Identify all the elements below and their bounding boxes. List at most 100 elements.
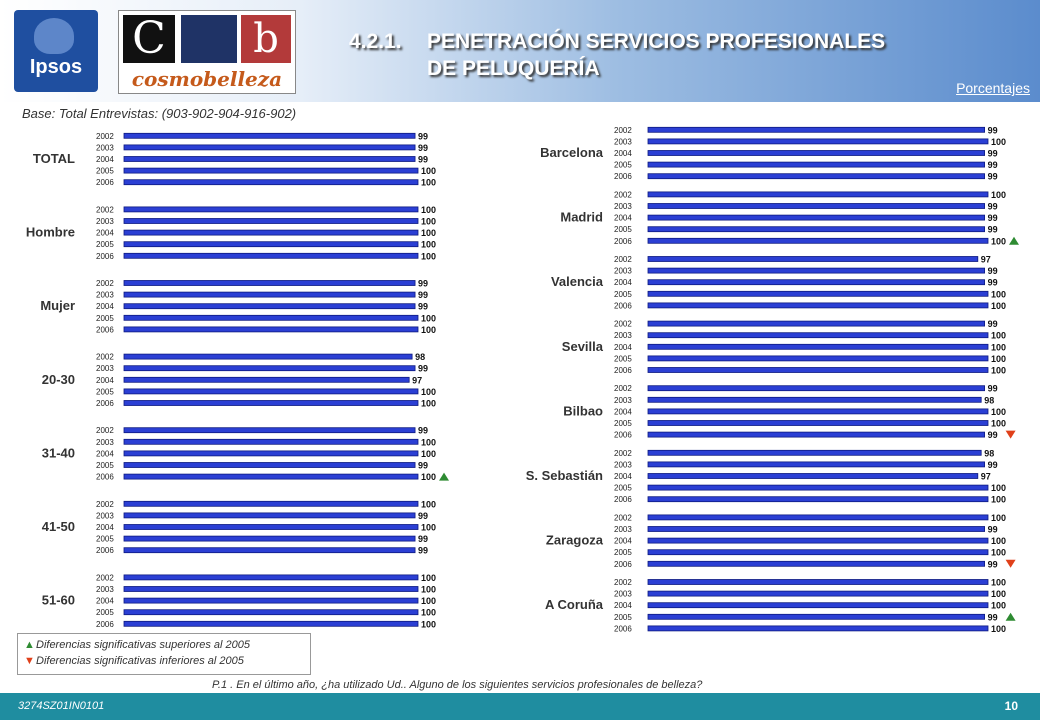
header-band: Ipsos C b cosmobelleza 4.2.1. PENETRACIÓN… <box>0 0 1040 102</box>
data-label: 97 <box>412 375 422 385</box>
year-label: 2004 <box>96 376 114 385</box>
bar <box>123 524 419 530</box>
year-label: 2005 <box>614 290 632 299</box>
legend-up-row: ▲Diferencias significativas superiores a… <box>24 639 250 651</box>
year-label: 2003 <box>96 585 114 594</box>
year-label: 2005 <box>96 240 114 249</box>
bar <box>123 280 416 286</box>
bar <box>647 203 986 209</box>
data-label: 100 <box>991 342 1006 352</box>
bar <box>123 241 419 248</box>
data-label: 99 <box>988 460 998 470</box>
data-label: 100 <box>421 217 436 227</box>
year-label: 2006 <box>96 178 114 187</box>
year-label: 2003 <box>96 438 114 447</box>
data-label: 99 <box>988 266 998 276</box>
logo-word: cosmobelleza <box>131 67 283 91</box>
bar <box>647 420 989 426</box>
bar <box>647 161 986 168</box>
year-label: 2004 <box>96 229 114 238</box>
year-label: 2006 <box>614 366 632 375</box>
data-label: 98 <box>984 395 994 405</box>
data-label: 100 <box>991 301 1006 311</box>
year-label: 2002 <box>614 449 632 458</box>
bar <box>647 226 986 233</box>
data-label: 99 <box>988 202 998 212</box>
data-label: 100 <box>991 331 1006 341</box>
year-label: 2004 <box>96 302 114 311</box>
bar <box>123 547 416 554</box>
data-label: 99 <box>418 302 428 312</box>
data-label: 99 <box>418 279 428 289</box>
bar <box>123 303 416 310</box>
bar <box>123 314 419 321</box>
bar <box>123 450 419 457</box>
bar <box>123 206 419 213</box>
bar <box>123 132 416 139</box>
data-label: 99 <box>418 461 428 471</box>
data-label: 99 <box>988 149 998 159</box>
page-title: 4.2.1. PENETRACIÓN SERVICIOS PROFESIONALE… <box>349 28 885 82</box>
year-label: 2002 <box>96 573 114 582</box>
data-label: 100 <box>991 589 1006 599</box>
bar <box>123 535 416 542</box>
bar <box>647 191 989 198</box>
data-label: 99 <box>988 559 998 569</box>
bar <box>647 126 986 133</box>
year-label: 2005 <box>614 548 632 557</box>
triangle-up-icon <box>1009 236 1019 245</box>
data-label: 100 <box>421 387 436 397</box>
data-label: 100 <box>421 251 436 261</box>
legend-down-row: ▼Diferencias significativas inferiores a… <box>24 655 244 667</box>
data-label: 100 <box>421 585 436 595</box>
data-label: 100 <box>421 166 436 176</box>
data-label: 99 <box>418 511 428 521</box>
bar <box>647 173 986 180</box>
year-label: 2003 <box>96 291 114 300</box>
year-label: 2004 <box>614 407 632 416</box>
year-label: 2002 <box>614 255 632 264</box>
units-label: Porcentajes <box>956 80 1030 96</box>
year-label: 2004 <box>96 449 114 458</box>
ipsos-face-icon <box>34 18 74 54</box>
bar <box>647 355 989 362</box>
bar <box>123 376 410 383</box>
year-label: 2003 <box>614 590 632 599</box>
bar <box>647 150 986 156</box>
data-label: 99 <box>988 525 998 535</box>
bar <box>647 590 989 597</box>
bar <box>647 343 989 350</box>
data-label: 100 <box>421 608 436 618</box>
year-label: 2002 <box>96 132 114 141</box>
bar <box>647 279 986 286</box>
footer-bar: 3274SZ01IN0101 10 <box>0 693 1040 720</box>
year-label: 2005 <box>96 314 114 323</box>
bar <box>123 229 419 236</box>
bar <box>647 385 986 392</box>
data-label: 97 <box>981 472 991 482</box>
year-label: 2003 <box>96 511 114 520</box>
bar <box>123 218 419 224</box>
year-label: 2004 <box>614 278 632 287</box>
year-label: 2005 <box>96 608 114 617</box>
year-label: 2005 <box>96 167 114 176</box>
page-number: 10 <box>1004 699 1018 713</box>
bar <box>647 496 989 503</box>
bar <box>647 408 989 415</box>
year-label: 2006 <box>614 301 632 310</box>
data-label: 99 <box>988 125 998 135</box>
year-label: 2005 <box>96 535 114 544</box>
year-label: 2002 <box>96 500 114 509</box>
data-label: 100 <box>421 228 436 238</box>
triangle-up-icon <box>1005 612 1016 621</box>
year-label: 2003 <box>614 525 632 534</box>
group-label: A Coruña <box>545 597 604 612</box>
data-label: 97 <box>981 255 991 265</box>
year-label: 2006 <box>96 546 114 555</box>
bar <box>123 252 419 259</box>
data-label: 99 <box>418 364 428 374</box>
triangle-down-icon <box>1005 430 1016 439</box>
group-label: TOTAL <box>33 151 75 166</box>
group-label: 51-60 <box>42 593 75 608</box>
year-label: 2003 <box>96 143 114 152</box>
